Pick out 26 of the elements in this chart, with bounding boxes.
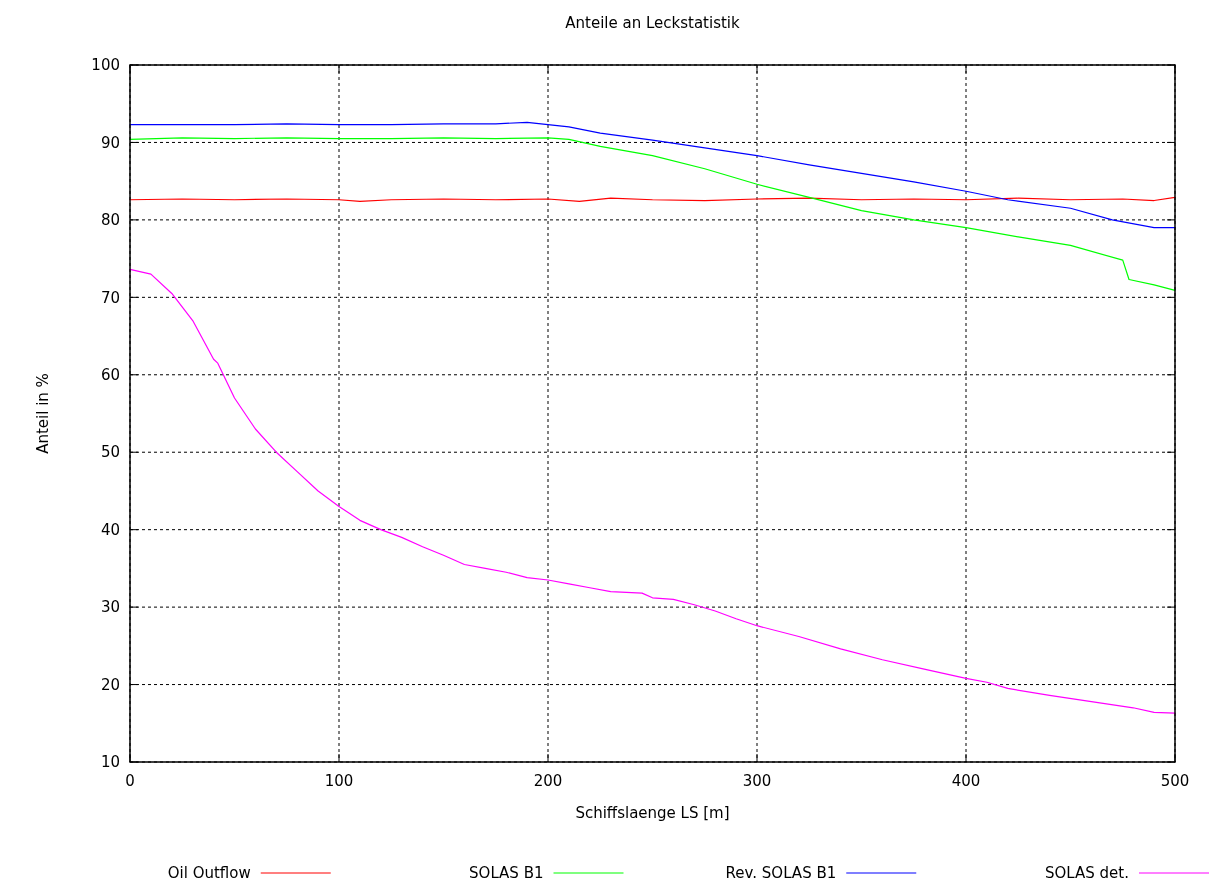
x-tick-label: 100: [324, 772, 354, 790]
chart-title: Anteile an Leckstatistik: [565, 14, 741, 32]
y-tick-label: 10: [100, 753, 120, 772]
x-tick-label: 300: [742, 772, 772, 790]
x-tick-label: 500: [1160, 772, 1190, 790]
line-series: [129, 121, 1176, 229]
y-tick-label: 20: [100, 675, 120, 694]
y-tick-label: 50: [100, 443, 120, 462]
y-tick-label: 70: [100, 288, 120, 307]
legend-label: SOLAS B1: [469, 864, 544, 882]
y-tick-label: 30: [100, 598, 120, 617]
legend-label: SOLAS det.: [1045, 864, 1129, 882]
y-axis-title: Anteil in %: [34, 373, 52, 454]
legend-label: Oil Outflow: [167, 864, 251, 882]
y-tick-label: 80: [100, 211, 120, 230]
x-tick-label: 200: [533, 772, 563, 790]
y-tick-label: 60: [100, 366, 120, 385]
x-tick-label: 0: [125, 772, 135, 790]
x-axis-title: Schiffslaenge LS [m]: [575, 804, 730, 822]
line-series: [129, 268, 1176, 714]
y-tick-label: 40: [100, 520, 120, 539]
x-tick-label: 400: [951, 772, 981, 790]
line-series: [129, 137, 1176, 291]
legend-label: Rev. SOLAS B1: [725, 864, 837, 882]
y-tick-label: 100: [91, 56, 120, 75]
y-tick-label: 90: [100, 133, 120, 152]
